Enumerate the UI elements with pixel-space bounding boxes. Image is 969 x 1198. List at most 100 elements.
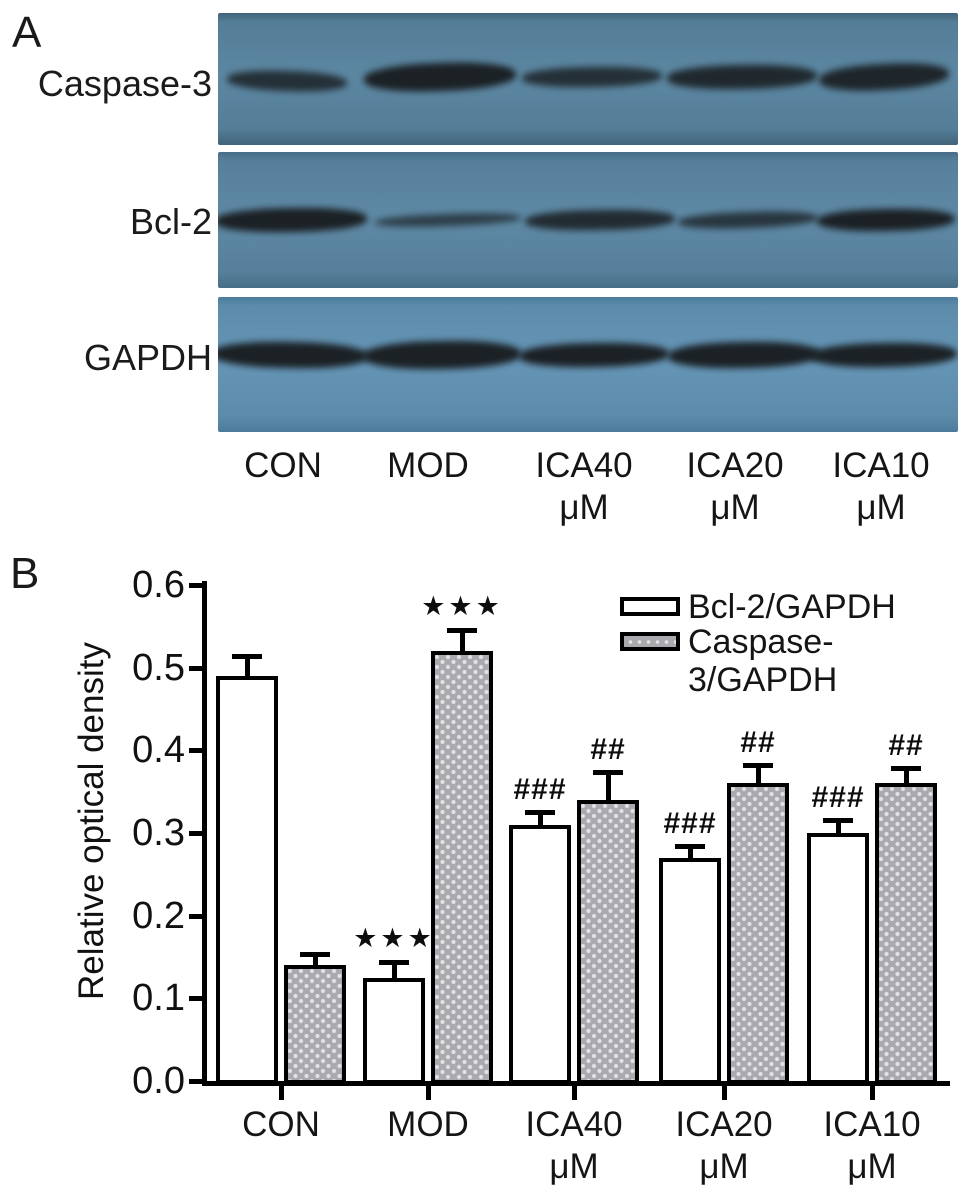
panel-a-label: A (12, 8, 42, 57)
legend-swatch-bcl2 (620, 597, 680, 616)
error-bar-stem (538, 814, 543, 825)
lane-label-mod: MOD (353, 445, 503, 487)
error-bar-cap (891, 765, 921, 771)
significance-hashes: ## (888, 728, 924, 762)
error-bar-stem (836, 822, 841, 833)
lane-label-ica40: ICA40 μM (509, 445, 659, 529)
x-axis-category-label: MOD (353, 1104, 503, 1146)
x-axis-tick (722, 1086, 727, 1100)
bar-caspase3-4 (875, 783, 937, 1084)
error-bar-cap (675, 844, 705, 850)
x-axis-tick (426, 1086, 431, 1100)
x-label-line: CON (242, 1105, 320, 1144)
x-axis-category-label: ICA20 μM (649, 1104, 799, 1188)
lane-label-line: μM (559, 488, 609, 527)
blot-membrane-caspase-3 (218, 13, 958, 145)
x-label-line: μM (847, 1147, 897, 1186)
blot-membrane-gapdh (218, 297, 958, 432)
lane-label-line: μM (710, 488, 760, 527)
significance-hashes: ### (663, 807, 717, 841)
lane-label-line: ICA10 (832, 446, 930, 485)
lane-label-line: ICA40 (535, 446, 633, 485)
x-axis-tick (572, 1086, 577, 1100)
y-axis-line (202, 581, 207, 1086)
y-axis-tick (189, 830, 202, 836)
error-bar-cap (823, 817, 853, 823)
x-axis-category-label: ICA10 μM (797, 1104, 947, 1188)
x-axis-category-label: ICA40 μM (499, 1104, 649, 1188)
x-axis-line (202, 1081, 950, 1086)
panel-b-label: B (10, 549, 40, 598)
y-axis-tick (189, 996, 202, 1002)
error-bar-stem (904, 770, 909, 784)
lane-label-ica10: ICA10 μM (806, 445, 956, 529)
y-axis-tick-label: 0.3 (132, 811, 185, 854)
error-bar-stem (313, 956, 318, 966)
bar-bcl2-3 (659, 857, 721, 1084)
x-label-line: ICA20 (675, 1105, 773, 1144)
blot-row-label-bcl2: Bcl-2 (129, 201, 212, 242)
x-label-line: ICA40 (525, 1105, 623, 1144)
legend-label-bcl2: Bcl-2/GAPDH (688, 588, 896, 626)
y-axis-tick (189, 582, 202, 588)
error-bar-cap (593, 770, 623, 775)
error-bar-cap (447, 627, 477, 633)
error-bar-cap (743, 763, 773, 769)
blot-row-label-gapdh: GAPDH (83, 337, 212, 378)
y-axis-tick-label: 0.4 (132, 729, 185, 772)
lane-label-line: MOD (387, 446, 469, 485)
y-axis-tick-label: 0.5 (132, 646, 185, 689)
y-axis-tick-label: 0.2 (132, 894, 185, 937)
x-axis-tick (279, 1086, 284, 1100)
lane-label-line: CON (244, 446, 322, 485)
blot-membrane-bcl-2 (218, 152, 958, 288)
error-bar-stem (392, 965, 397, 978)
x-label-line: ICA10 (823, 1105, 921, 1144)
lane-label-line: μM (856, 488, 906, 527)
lane-label-line: ICA20 (686, 446, 784, 485)
significance-stars: ★★★ (421, 590, 503, 622)
error-bar-stem (606, 775, 611, 800)
bar-bcl2-0 (216, 675, 278, 1084)
y-axis-tick-label: 0.0 (132, 1060, 185, 1102)
lane-label-ica20: ICA20 μM (660, 445, 810, 529)
x-axis-tick (870, 1086, 875, 1100)
error-bar-cap (379, 960, 409, 966)
error-bar-cap (300, 951, 330, 957)
x-label-line: μM (699, 1147, 749, 1186)
significance-hashes: ### (513, 772, 567, 806)
x-label-line: MOD (387, 1105, 469, 1144)
y-axis-tick (189, 748, 202, 754)
y-axis-tick-label: 0.1 (132, 977, 185, 1020)
lane-label-con: CON (208, 445, 358, 487)
error-bar-stem (460, 632, 465, 651)
bar-caspase3-2 (577, 799, 639, 1084)
bar-bcl2-4 (807, 832, 869, 1084)
significance-hashes: ### (811, 780, 865, 814)
error-bar-cap (525, 809, 555, 815)
x-label-line: μM (549, 1147, 599, 1186)
bar-caspase3-1 (431, 650, 493, 1084)
y-axis-tick (189, 665, 202, 671)
legend-swatch-caspase3 (620, 632, 680, 651)
error-bar-stem (688, 849, 693, 858)
legend-label-caspase3: Caspase-3/GAPDH (688, 623, 838, 699)
error-bar-stem (245, 659, 250, 676)
significance-hashes: ## (740, 726, 776, 760)
y-axis-tick (189, 1079, 202, 1084)
bar-bcl2-2 (509, 824, 571, 1084)
error-bar-stem (756, 768, 761, 784)
x-axis-category-label: CON (206, 1104, 356, 1146)
bar-caspase3-3 (727, 783, 789, 1084)
significance-hashes: ## (590, 733, 626, 766)
bar-bcl2-1 (363, 977, 425, 1084)
significance-stars: ★★★ (353, 923, 435, 955)
error-bar-cap (232, 654, 262, 660)
bar-caspase3-0 (284, 965, 346, 1084)
y-axis-tick (189, 913, 202, 919)
